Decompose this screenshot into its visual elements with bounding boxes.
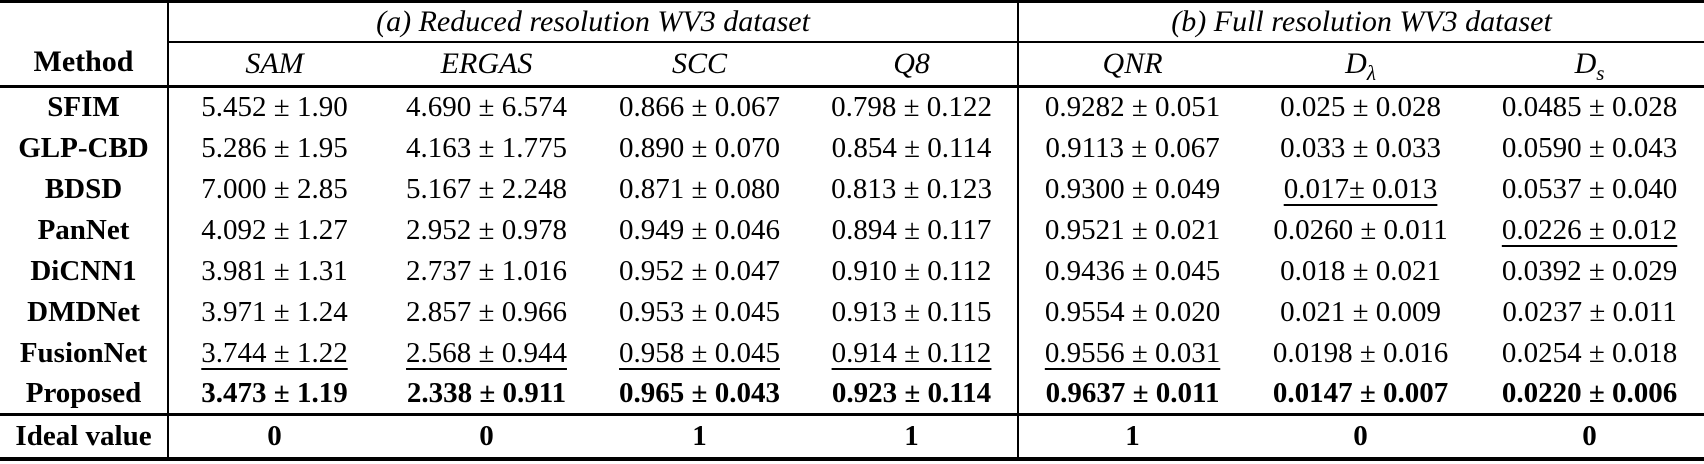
ideal-value-cell-scc: 1 [593, 413, 806, 459]
value-cell-sam: 5.286 ± 1.95 [201, 131, 348, 164]
value-cell-ergas: 4.163 ± 1.775 [406, 131, 567, 164]
value-cell-d-lambda: 0.0147 ± 0.007 [1272, 376, 1449, 409]
value-cell-qnr: 0.9113 ± 0.067 [1017, 127, 1247, 169]
value-cell-d-s: 0.0485 ± 0.028 [1501, 91, 1678, 124]
method-row-dicnn1: DiCNN1 3.981 ± 1.31 2.737 ± 1.016 0.952 ± 0… [0, 250, 1704, 292]
method-row-sfim: SFIM 5.452 ± 1.90 4.690 ± 6.574 0.866 ± 0.0… [0, 86, 1704, 128]
value-cell-sam: 4.092 ± 1.27 [201, 213, 348, 246]
group-header-row: Method (a) Reduced resolution WV3 datase… [0, 1, 1704, 88]
value-cell-q8: 0.894 ± 0.117 [831, 213, 992, 246]
metric-header-ergas: ERGAS [380, 41, 593, 88]
metric-header-sam: SAM [168, 41, 380, 88]
value-cell-sam: 3.971 ± 1.24 [201, 295, 348, 328]
method-row-proposed: Proposed 3.473 ± 1.19 2.338 ± 0.911 0.965 ±… [0, 373, 1704, 415]
method-row-bdsd: BDSD 7.000 ± 2.85 5.167 ± 2.248 0.871 ± 0.0… [0, 168, 1704, 210]
value-cell-scc: 0.952 ± 0.047 [619, 254, 780, 287]
value-cell-d-lambda: 0.033 ± 0.033 [1280, 131, 1441, 164]
value-cell-qnr: 0.9554 ± 0.020 [1017, 291, 1247, 333]
value-cell-qnr: 0.9436 ± 0.045 [1017, 250, 1247, 292]
method-row-pannet: PanNet 4.092 ± 1.27 2.952 ± 0.978 0.949 ± 0… [0, 209, 1704, 251]
value-cell-d-s: 0.0254 ± 0.018 [1501, 336, 1678, 369]
metric-header-q8: Q8 [806, 41, 1019, 88]
value-cell-ergas: 5.167 ± 2.248 [406, 172, 567, 205]
ideal-value-cell-q8: 1 [806, 413, 1019, 459]
value-cell-scc: 0.949 ± 0.046 [619, 213, 780, 246]
group-header-reduced-resolution: (a) Reduced resolution WV3 dataset [168, 1, 1019, 43]
value-cell-q8: 0.798 ± 0.122 [831, 91, 992, 124]
ideal-value-row: Ideal value 0 0 1 1 1 0 0 [0, 413, 1704, 459]
metric-header-qnr: QNR [1017, 41, 1247, 88]
value-cell-d-lambda: 0.021 ± 0.009 [1280, 295, 1441, 328]
value-cell-q8: 0.854 ± 0.114 [831, 131, 992, 164]
value-cell-scc: 0.958 ± 0.045 [619, 336, 780, 369]
value-cell-qnr: 0.9637 ± 0.011 [1017, 373, 1247, 415]
value-cell-ergas: 2.568 ± 0.944 [406, 336, 567, 369]
metric-header-d-lambda: Dλ [1246, 41, 1476, 88]
method-name: DMDNet [0, 291, 169, 333]
value-cell-d-s: 0.0590 ± 0.043 [1501, 131, 1678, 164]
value-cell-ergas: 2.857 ± 0.966 [406, 295, 567, 328]
value-cell-d-lambda: 0.017± 0.013 [1283, 172, 1438, 205]
metric-header-d-s: Ds [1475, 41, 1704, 88]
value-cell-ergas: 2.737 ± 1.016 [406, 254, 567, 287]
value-cell-d-lambda: 0.0198 ± 0.016 [1272, 336, 1449, 369]
value-cell-d-s: 0.0392 ± 0.029 [1501, 254, 1678, 287]
value-cell-d-s: 0.0537 ± 0.040 [1501, 172, 1678, 205]
value-cell-scc: 0.890 ± 0.070 [619, 131, 780, 164]
value-cell-qnr: 0.9521 ± 0.021 [1017, 209, 1247, 251]
value-cell-scc: 0.871 ± 0.080 [619, 172, 780, 205]
value-cell-sam: 3.981 ± 1.31 [201, 254, 348, 287]
method-name: PanNet [0, 209, 169, 251]
metric-header-row: SAM ERGAS SCC Q8 QNR Dλ Ds [0, 41, 1704, 88]
method-name: GLP-CBD [0, 127, 169, 169]
method-name: DiCNN1 [0, 250, 169, 292]
value-cell-q8: 0.914 ± 0.112 [831, 336, 992, 369]
ideal-value-cell-ergas: 0 [380, 413, 593, 459]
ideal-value-label: Ideal value [0, 413, 169, 459]
value-cell-d-lambda: 0.018 ± 0.021 [1280, 254, 1441, 287]
value-cell-d-s: 0.0220 ± 0.006 [1501, 376, 1678, 409]
value-cell-d-lambda: 0.0260 ± 0.011 [1273, 213, 1448, 246]
value-cell-d-s: 0.0226 ± 0.012 [1501, 213, 1678, 246]
method-name: SFIM [0, 86, 169, 128]
value-cell-sam: 3.473 ± 1.19 [201, 376, 348, 409]
value-cell-q8: 0.923 ± 0.114 [831, 376, 992, 409]
value-cell-ergas: 2.338 ± 0.911 [406, 376, 567, 409]
value-cell-d-lambda: 0.025 ± 0.028 [1280, 91, 1441, 124]
method-name: FusionNet [0, 332, 169, 374]
value-cell-q8: 0.913 ± 0.115 [831, 295, 992, 328]
value-cell-scc: 0.866 ± 0.067 [619, 91, 780, 124]
ideal-value-cell-d-lambda: 0 [1246, 413, 1476, 459]
value-cell-qnr: 0.9282 ± 0.051 [1017, 86, 1247, 128]
method-row-fusionnet: FusionNet 3.744 ± 1.22 2.568 ± 0.944 0.958 … [0, 332, 1704, 374]
value-cell-scc: 0.953 ± 0.045 [619, 295, 780, 328]
method-name: Proposed [0, 373, 169, 415]
value-cell-q8: 0.813 ± 0.123 [831, 172, 992, 205]
method-name: BDSD [0, 168, 169, 210]
ideal-value-cell-qnr: 1 [1017, 413, 1247, 459]
method-row-dmdnet: DMDNet 3.971 ± 1.24 2.857 ± 0.966 0.953 ± 0… [0, 291, 1704, 333]
value-cell-qnr: 0.9300 ± 0.049 [1017, 168, 1247, 210]
method-row-glp-cbd: GLP-CBD 5.286 ± 1.95 4.163 ± 1.775 0.890 ± … [0, 127, 1704, 169]
value-cell-q8: 0.910 ± 0.112 [831, 254, 992, 287]
ideal-value-cell-sam: 0 [168, 413, 380, 459]
value-cell-sam: 5.452 ± 1.90 [201, 91, 348, 124]
value-cell-d-s: 0.0237 ± 0.011 [1502, 295, 1677, 328]
value-cell-ergas: 2.952 ± 0.978 [406, 213, 567, 246]
ideal-value-cell-d-s: 0 [1475, 413, 1704, 459]
value-cell-sam: 3.744 ± 1.22 [201, 336, 348, 369]
value-cell-ergas: 4.690 ± 6.574 [406, 91, 567, 124]
method-column-header: Method [0, 1, 169, 88]
value-cell-scc: 0.965 ± 0.043 [619, 376, 780, 409]
value-cell-sam: 7.000 ± 2.85 [201, 172, 348, 205]
group-header-full-resolution: (b) Full resolution WV3 dataset [1017, 1, 1704, 43]
value-cell-qnr: 0.9556 ± 0.031 [1017, 332, 1247, 374]
metric-header-scc: SCC [593, 41, 806, 88]
